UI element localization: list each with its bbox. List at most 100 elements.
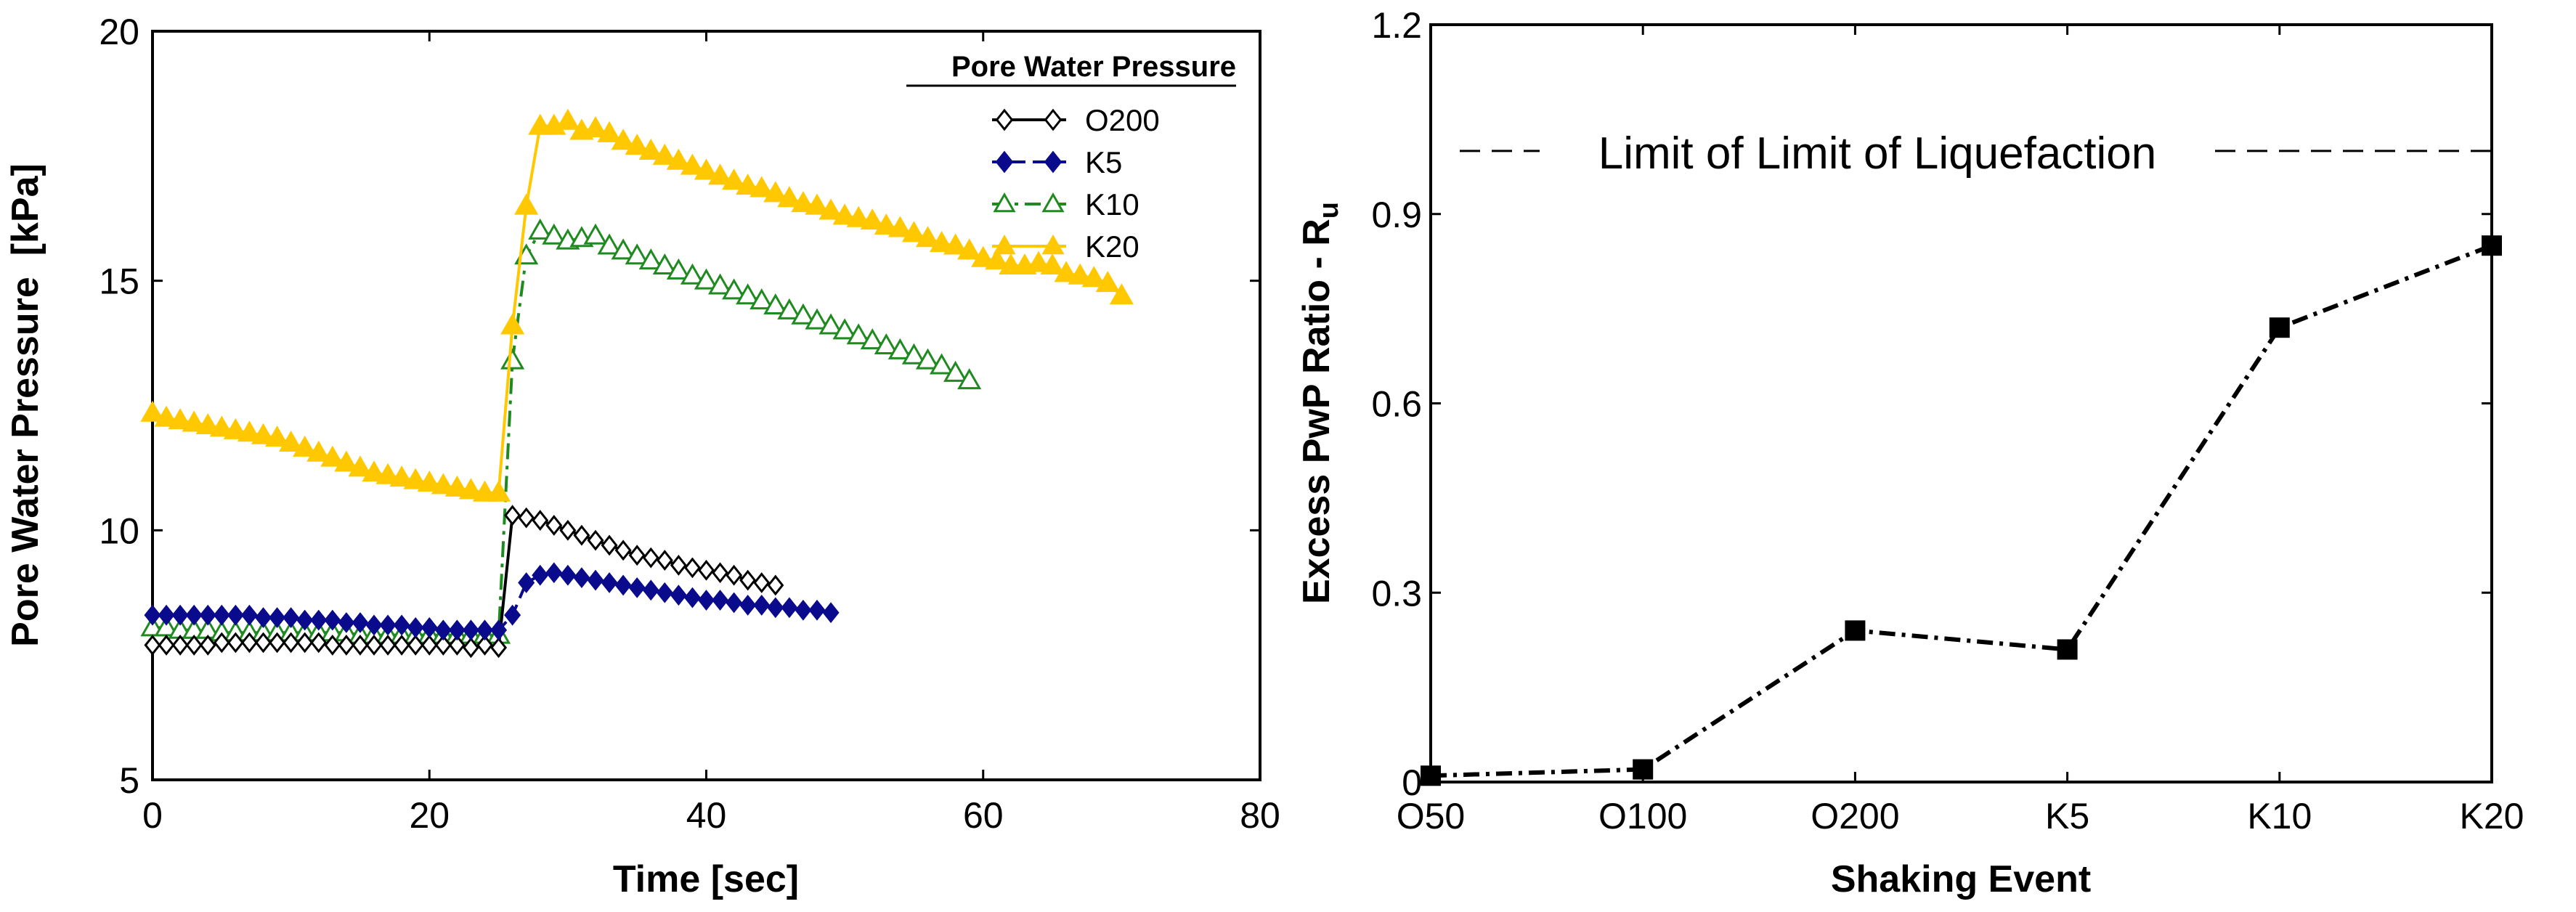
data-point bbox=[403, 468, 428, 489]
data-point bbox=[559, 564, 577, 586]
data-point bbox=[389, 465, 414, 487]
data-point bbox=[458, 478, 484, 500]
data-point bbox=[722, 278, 747, 300]
x-tick-label: K10 bbox=[2247, 796, 2312, 836]
data-point bbox=[352, 635, 369, 656]
data-point bbox=[642, 579, 659, 601]
data-point bbox=[420, 616, 438, 638]
data-point bbox=[995, 108, 1014, 131]
legend-item-k5: K5 bbox=[992, 145, 1122, 179]
x-tick-label: 0 bbox=[142, 795, 163, 836]
data-point bbox=[993, 192, 1016, 213]
data-point bbox=[860, 208, 885, 230]
legend-label: K10 bbox=[1085, 187, 1139, 221]
data-point bbox=[269, 607, 286, 629]
series-k20 bbox=[140, 108, 1134, 502]
data-point bbox=[957, 368, 982, 390]
data-point bbox=[393, 614, 410, 636]
data-point bbox=[144, 604, 161, 626]
data-point bbox=[431, 473, 455, 494]
data-point bbox=[611, 238, 635, 260]
data-point bbox=[500, 313, 525, 335]
data-point bbox=[625, 243, 649, 265]
data-point bbox=[448, 619, 466, 641]
data-point bbox=[683, 587, 701, 608]
data-point bbox=[320, 445, 345, 467]
data-point bbox=[504, 505, 521, 526]
data-point bbox=[348, 455, 373, 477]
data-point bbox=[532, 564, 549, 586]
data-point bbox=[379, 635, 397, 656]
data-point bbox=[642, 547, 659, 569]
data-point bbox=[545, 562, 563, 584]
data-point bbox=[514, 193, 539, 215]
data-point bbox=[874, 213, 898, 235]
data-point bbox=[666, 148, 691, 170]
data-point bbox=[846, 323, 871, 345]
data-point bbox=[448, 635, 466, 656]
data-point bbox=[417, 471, 442, 492]
data-point bbox=[338, 635, 355, 656]
data-point bbox=[1026, 251, 1051, 272]
data-point bbox=[777, 186, 802, 208]
data-point bbox=[628, 577, 646, 598]
data-point bbox=[753, 572, 771, 593]
series-o200 bbox=[144, 505, 784, 659]
data-point bbox=[158, 635, 175, 656]
series-ru bbox=[1421, 235, 2502, 786]
data-point bbox=[915, 226, 940, 248]
data-point bbox=[486, 480, 511, 502]
data-point bbox=[542, 223, 566, 245]
data-point bbox=[264, 426, 290, 447]
data-point bbox=[2057, 639, 2078, 660]
data-point bbox=[638, 138, 663, 160]
data-point bbox=[614, 540, 632, 561]
data-point bbox=[781, 597, 798, 619]
data-point bbox=[573, 567, 590, 589]
data-point bbox=[749, 288, 774, 310]
data-point bbox=[365, 614, 383, 636]
data-point bbox=[545, 515, 563, 536]
data-point bbox=[887, 216, 912, 237]
data-point bbox=[199, 635, 216, 656]
data-point bbox=[1041, 192, 1065, 213]
data-point bbox=[324, 609, 341, 631]
data-point bbox=[777, 298, 802, 319]
data-point bbox=[528, 218, 553, 240]
data-point bbox=[227, 632, 244, 654]
data-point bbox=[209, 415, 234, 437]
plot-frame bbox=[151, 30, 1261, 781]
data-point bbox=[583, 116, 608, 138]
data-point bbox=[310, 632, 328, 654]
y-tick-label: 0 bbox=[1402, 762, 1422, 803]
data-point bbox=[670, 555, 687, 576]
data-point bbox=[832, 203, 857, 225]
data-point bbox=[185, 604, 203, 626]
data-point bbox=[2269, 317, 2290, 338]
data-point bbox=[712, 590, 729, 611]
data-point bbox=[279, 431, 304, 452]
y-axis-title: Pore Water Pressure [kPa] bbox=[4, 163, 46, 647]
legend-item-o200: O200 bbox=[992, 103, 1160, 137]
data-point bbox=[822, 602, 840, 624]
data-point bbox=[1633, 759, 1654, 780]
data-point bbox=[587, 529, 604, 551]
limit-label: Limit of Limit of Liquefaction bbox=[1598, 129, 2157, 179]
data-point bbox=[306, 440, 331, 462]
data-point bbox=[943, 360, 968, 382]
y-tick-label: 20 bbox=[99, 12, 139, 52]
y-tick-label: 0.6 bbox=[1371, 384, 1422, 425]
data-point bbox=[407, 616, 424, 638]
data-point bbox=[213, 632, 230, 654]
data-point bbox=[324, 635, 341, 656]
data-point bbox=[462, 619, 479, 641]
x-axis-title: Shaking Event bbox=[1831, 858, 2091, 900]
data-point bbox=[1044, 150, 1063, 174]
data-point bbox=[805, 193, 829, 215]
data-point bbox=[652, 253, 677, 275]
data-point bbox=[753, 595, 771, 616]
data-point bbox=[957, 238, 982, 260]
legend-label: K20 bbox=[1085, 229, 1139, 264]
data-point bbox=[293, 435, 317, 457]
data-point bbox=[680, 263, 705, 285]
